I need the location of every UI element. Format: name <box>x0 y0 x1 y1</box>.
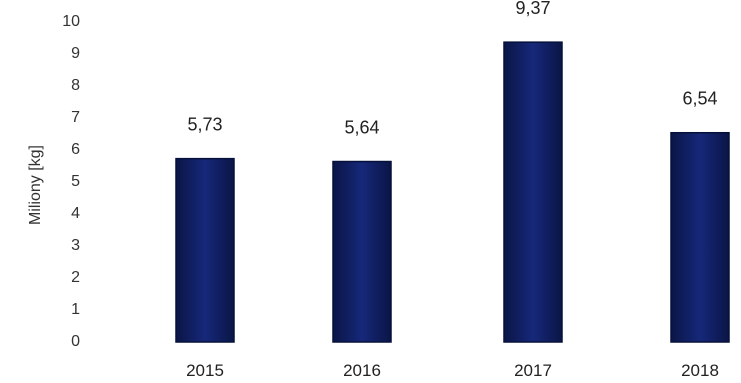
y-tick-label: 3 <box>71 237 80 254</box>
y-tick-label: 0 <box>71 333 80 350</box>
x-tick-label-2018: 2018 <box>681 361 719 380</box>
y-tick-label: 9 <box>71 45 80 62</box>
x-tick-label-2015: 2015 <box>186 361 224 380</box>
y-tick-label: 6 <box>71 141 80 158</box>
y-tick-label: 1 <box>71 301 80 318</box>
bar-2016 <box>332 160 392 343</box>
data-label-2017: 9,37 <box>515 0 550 18</box>
x-tick-label-2016: 2016 <box>343 361 381 380</box>
y-tick-label: 4 <box>71 205 80 222</box>
y-tick-labels: 0 1 2 3 4 5 6 7 8 9 10 <box>62 13 80 350</box>
bars <box>175 41 730 343</box>
bar-2017 <box>503 41 563 343</box>
y-tick-label: 5 <box>71 173 80 190</box>
y-tick-label: 8 <box>71 77 80 94</box>
y-tick-label: 2 <box>71 269 80 286</box>
data-label-2016: 5,64 <box>344 118 379 138</box>
y-tick-label: 7 <box>71 109 80 126</box>
x-tick-labels: 2015 2016 2017 2018 <box>186 361 719 380</box>
data-labels: 5,73 5,64 9,37 6,54 <box>187 0 717 138</box>
data-label-2015: 5,73 <box>187 115 222 135</box>
y-axis-title: Miliony [kg] <box>27 145 44 225</box>
bar-2018 <box>670 131 730 343</box>
bar-2015 <box>175 157 235 343</box>
data-label-2018: 6,54 <box>682 89 717 109</box>
x-tick-label-2017: 2017 <box>514 361 552 380</box>
y-tick-label: 10 <box>62 13 80 30</box>
